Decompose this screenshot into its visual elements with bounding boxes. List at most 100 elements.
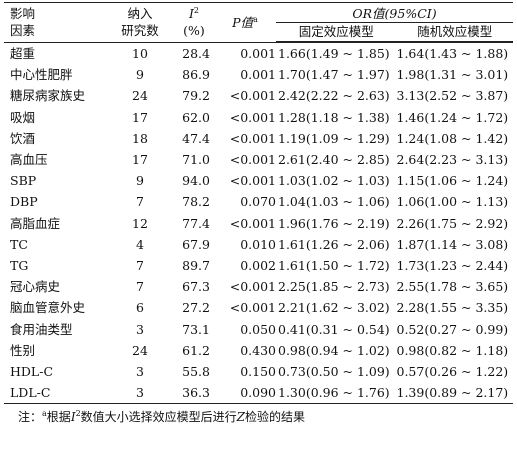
- row-or-random: 1.15(1.06 ~ 1.24): [396, 173, 509, 189]
- row-study-count: 17: [132, 109, 148, 125]
- results-table-container: 影响 因素 纳入 研究数 I2 (%) P值a OR值(95%CI): [4, 2, 513, 425]
- row-study-count: 7: [136, 194, 144, 210]
- row-factor: 糖尿病家族史: [10, 88, 86, 104]
- row-i2: 77.4: [182, 215, 210, 231]
- row-p-value: <0.001: [229, 130, 276, 146]
- row-study-count: 7: [136, 258, 144, 274]
- row-p-value: <0.001: [229, 215, 276, 231]
- row-p-value: <0.001: [229, 109, 276, 125]
- row-or-fixed: 0.41(0.31 ~ 0.54): [278, 321, 390, 337]
- row-i2: 61.2: [182, 342, 210, 358]
- row-factor: 饮酒: [10, 130, 36, 146]
- row-or-fixed: 1.03(1.02 ~ 1.03): [278, 173, 390, 189]
- row-or-fixed: 1.30(0.96 ~ 1.76): [276, 382, 395, 405]
- table-row: 高血压 17 71.0 <0.001 2.61(2.40 ~ 2.85) 2.64(2.2…: [4, 149, 513, 170]
- row-i2: 89.7: [182, 258, 210, 274]
- row-study-count: 9: [136, 173, 144, 189]
- header-random-model: 随机效应模型: [394, 22, 513, 42]
- row-or-fixed: 1.66(1.49 ~ 1.85): [278, 46, 390, 61]
- row-p-value: <0.001: [229, 300, 276, 316]
- row-i2: 78.2: [182, 194, 210, 210]
- row-p-value: 0.070: [240, 194, 276, 210]
- row-i2: 47.4: [182, 130, 210, 146]
- row-p-value: 0.150: [240, 364, 276, 380]
- row-or-fixed: 1.61(1.50 ~ 1.72): [278, 258, 390, 274]
- row-study-count: 10: [132, 46, 148, 61]
- row-factor: TG: [10, 258, 29, 274]
- header-studies: 纳入 研究数: [102, 2, 178, 42]
- table-row: 性别 24 61.2 0.430 0.98(0.94 ~ 1.02) 0.98(0.82 …: [4, 340, 513, 361]
- row-or-random: 2.64(2.23 ~ 3.13): [396, 152, 509, 168]
- table-row: 高脂血症 12 77.4 <0.001 1.96(1.76 ~ 2.19) 2.26(1.…: [4, 213, 513, 234]
- table-row: 糖尿病家族史 24 79.2 <0.001 2.42(2.22 ~ 2.63) 3.13(…: [4, 85, 513, 106]
- row-i2: 55.8: [182, 364, 210, 380]
- row-or-fixed: 1.70(1.47 ~ 1.97): [278, 67, 390, 83]
- row-or-random: 2.26(1.75 ~ 2.92): [396, 215, 509, 231]
- row-p-value: 0.010: [240, 236, 276, 252]
- row-or-random: 2.55(1.78 ~ 3.65): [396, 279, 509, 295]
- row-factor: 高脂血症: [10, 215, 61, 231]
- row-factor: 吸烟: [10, 109, 36, 125]
- row-or-random: 2.28(1.55 ~ 3.35): [396, 300, 509, 316]
- row-factor: 中心性肥胖: [10, 67, 73, 83]
- header-p-value: P值a: [214, 2, 276, 42]
- table-footnote: 注：a根据I2数值大小选择效应模型后进行Z检验的结果: [18, 409, 306, 425]
- row-i2: 73.1: [182, 321, 210, 337]
- table-row: SBP 9 94.0 <0.001 1.03(1.02 ~ 1.03) 1.15(1.06…: [4, 170, 513, 191]
- row-factor: 高血压: [10, 152, 48, 168]
- row-p-value: 0.001: [240, 46, 276, 61]
- row-or-random: 0.52(0.27 ~ 0.99): [396, 321, 509, 337]
- row-factor: 食用油类型: [10, 321, 73, 337]
- row-study-count: 12: [132, 215, 148, 231]
- row-or-random: 1.73(1.23 ~ 2.44): [396, 258, 509, 274]
- row-or-fixed: 1.19(1.09 ~ 1.29): [278, 130, 390, 146]
- row-i2: 67.9: [182, 236, 210, 252]
- row-i2: 94.0: [182, 173, 210, 189]
- table-row: 吸烟 17 62.0 <0.001 1.28(1.18 ~ 1.38) 1.46(1.24…: [4, 107, 513, 128]
- row-or-random: 1.64(1.43 ~ 1.88): [396, 46, 509, 61]
- row-factor: 脑血管意外史: [10, 300, 86, 316]
- row-i2: 67.3: [182, 279, 210, 295]
- row-or-fixed: 2.21(1.62 ~ 3.02): [278, 300, 390, 316]
- row-study-count: 7: [136, 279, 144, 295]
- row-factor: SBP: [10, 173, 37, 189]
- row-i2: 79.2: [182, 88, 210, 104]
- table-body: 超重 10 28.4 0.001 1.66(1.49 ~ 1.85) 1.64(1.43 …: [4, 43, 513, 405]
- row-study-count: 18: [132, 130, 148, 146]
- row-study-count: 24: [132, 88, 148, 104]
- row-or-random: 1.06(1.00 ~ 1.13): [396, 194, 509, 210]
- row-or-fixed: 2.61(2.40 ~ 2.85): [278, 152, 390, 168]
- table-row: 冠心病史 7 67.3 <0.001 2.25(1.85 ~ 2.73) 2.55(1.7…: [4, 276, 513, 297]
- row-or-random: 1.98(1.31 ~ 3.01): [396, 67, 509, 83]
- row-p-value: <0.001: [229, 173, 276, 189]
- row-factor: DBP: [10, 194, 38, 210]
- table-row: LDL-C 3 36.3 0.090 1.30(0.96 ~ 1.76) 1.39(0.8…: [4, 382, 513, 405]
- table-row: DBP 7 78.2 0.070 1.04(1.03 ~ 1.06) 1.06(1.00 …: [4, 191, 513, 212]
- row-i2: 62.0: [182, 109, 210, 125]
- row-or-random: 3.13(2.52 ~ 3.87): [396, 88, 509, 104]
- row-study-count: 4: [136, 236, 144, 252]
- row-study-count: 6: [136, 300, 144, 316]
- row-i2: 36.3: [178, 382, 214, 405]
- row-or-random: 0.57(0.26 ~ 1.22): [396, 364, 509, 380]
- row-or-random: 1.24(1.08 ~ 1.42): [396, 130, 509, 146]
- row-or-fixed: 1.04(1.03 ~ 1.06): [278, 194, 390, 210]
- meta-analysis-table: 影响 因素 纳入 研究数 I2 (%) P值a OR值(95%CI): [4, 2, 513, 405]
- row-p-value: 0.001: [240, 67, 276, 83]
- header-i2: I2 (%): [178, 2, 214, 42]
- row-i2: 86.9: [182, 67, 210, 83]
- row-i2: 28.4: [182, 46, 210, 61]
- row-factor: 性别: [10, 342, 36, 358]
- row-study-count: 3: [102, 382, 178, 405]
- header-factor: 影响 因素: [4, 2, 102, 42]
- table-row: HDL-C 3 55.8 0.150 0.73(0.50 ~ 1.09) 0.57(0.2…: [4, 361, 513, 382]
- row-or-fixed: 2.25(1.85 ~ 2.73): [278, 279, 390, 295]
- row-p-value: 0.050: [240, 321, 276, 337]
- table-row: TC 4 67.9 0.010 1.61(1.26 ~ 2.06) 1.87(1.14 ~…: [4, 234, 513, 255]
- header-fixed-model: 固定效应模型: [276, 22, 395, 42]
- row-p-value: 0.002: [240, 258, 276, 274]
- row-study-count: 3: [136, 321, 144, 337]
- table-header: 影响 因素 纳入 研究数 I2 (%) P值a OR值(95%CI): [4, 2, 513, 43]
- row-study-count: 9: [136, 67, 144, 83]
- row-or-fixed: 1.96(1.76 ~ 2.19): [278, 215, 390, 231]
